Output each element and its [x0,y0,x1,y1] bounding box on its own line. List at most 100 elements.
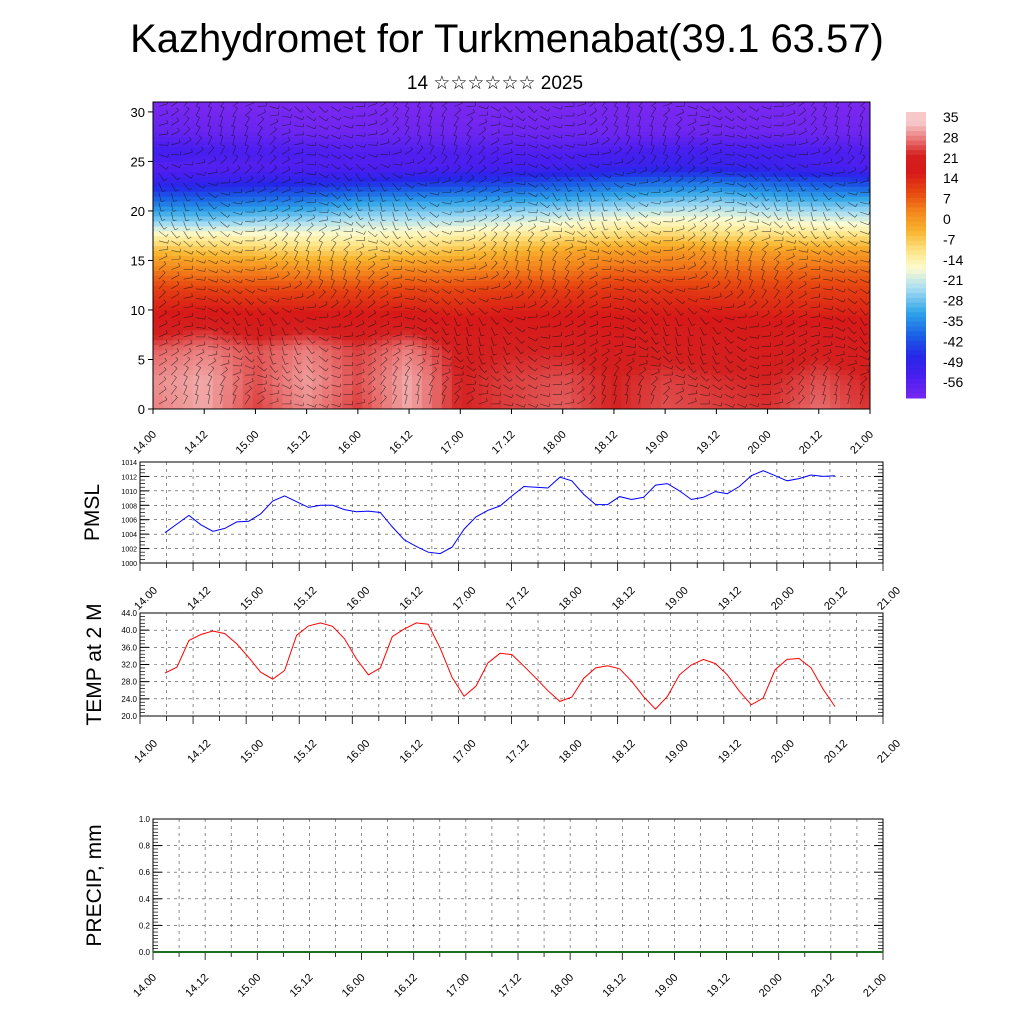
heat-cell [700,344,712,351]
wind-barb [540,365,549,369]
heat-cell [800,334,811,341]
heat-cell [332,329,343,336]
heat-cell [810,225,821,232]
wind-barb-flag [441,394,446,396]
heat-cell [182,225,194,232]
heat-cell [631,344,642,351]
wind-barb-flag [629,365,633,369]
wind-barb-flag [275,370,279,373]
heat-cell [850,389,861,395]
heat-cell [601,309,612,316]
heat-cell [421,230,433,237]
heat-cell [272,354,284,361]
heat-cell [262,245,274,252]
heat-cell [750,235,762,242]
heat-cell [561,240,572,247]
heat-cell [471,201,483,207]
heat-cell [411,201,423,207]
heat-cell [561,210,572,217]
heat-cell [342,275,353,281]
heat-cell [640,300,652,306]
heat-cell [571,121,582,128]
heat-cell [332,389,343,395]
heat-cell [182,369,194,375]
heat-cell [302,225,313,232]
heat-cell [840,324,851,331]
heat-cell [491,319,503,326]
heat-cell [531,359,542,366]
heat-cell [730,309,742,316]
heat-cell [342,126,353,133]
heat-cell [511,215,523,222]
heat-cell [680,191,692,197]
heat-cell [392,191,403,197]
heat-cell [830,220,841,227]
heat-cell [302,111,313,118]
heat-cell [720,230,732,237]
heat-cell [322,255,333,262]
heat-cell [352,121,363,128]
heat-cell [352,106,363,113]
wind-barb [454,380,463,386]
heat-cell [172,171,184,177]
heat-cell [481,225,493,232]
heat-cell [242,295,254,301]
heat-cell [162,225,174,232]
heat-cell [411,250,423,257]
heat-cell [800,364,811,370]
heat-cell [222,305,234,311]
wind-barb [859,378,868,386]
heat-cell [481,389,493,395]
heat-cell [312,364,323,370]
wind-barb-flag [667,385,671,389]
heat-cell [172,205,184,212]
heat-cell [153,171,164,177]
heat-cell [541,230,552,237]
heat-cell [690,364,702,370]
heat-cell [790,220,801,227]
heat-cell [750,270,762,276]
heat-cell [601,191,612,197]
heat-cell [202,196,214,202]
heat-cell [461,156,473,163]
heat-cell [212,339,224,346]
heat-cell [621,126,632,133]
heat-cell [680,280,692,286]
heat-cell [481,102,493,108]
heat-cell [411,210,423,217]
heat-cell [202,250,214,257]
heat-cell [332,156,343,163]
heat-cell [541,121,552,128]
heat-cell [262,156,274,163]
heat-cell [272,270,284,276]
heat-cell [521,111,533,118]
heat-cell [401,364,413,370]
heat-cell [312,314,323,321]
wind-barb-flag [511,394,514,398]
heat-cell [312,344,323,351]
heat-cell [830,280,841,286]
heat-cell [591,161,602,167]
heat-cell [182,300,194,306]
heat-cell [720,196,732,202]
heat-cell [222,275,234,281]
heat-cell [312,230,323,237]
heat-cell [541,324,552,331]
heat-cell [750,349,762,356]
heat-cell [531,324,542,331]
heat-cell [242,136,254,143]
heat-cell [710,220,722,227]
heat-cell [700,255,712,262]
heat-cell [491,389,503,395]
heat-cell [172,176,184,182]
heat-cell [362,324,373,331]
heat-cell [212,102,224,108]
heat-cell [511,319,523,326]
heat-cell [700,181,712,187]
heat-cell [800,250,811,257]
heat-cell [252,245,264,252]
heat-cell [421,290,433,296]
heat-cell [192,106,204,113]
heat-cell [421,364,433,370]
wind-barb-flag [197,365,201,368]
